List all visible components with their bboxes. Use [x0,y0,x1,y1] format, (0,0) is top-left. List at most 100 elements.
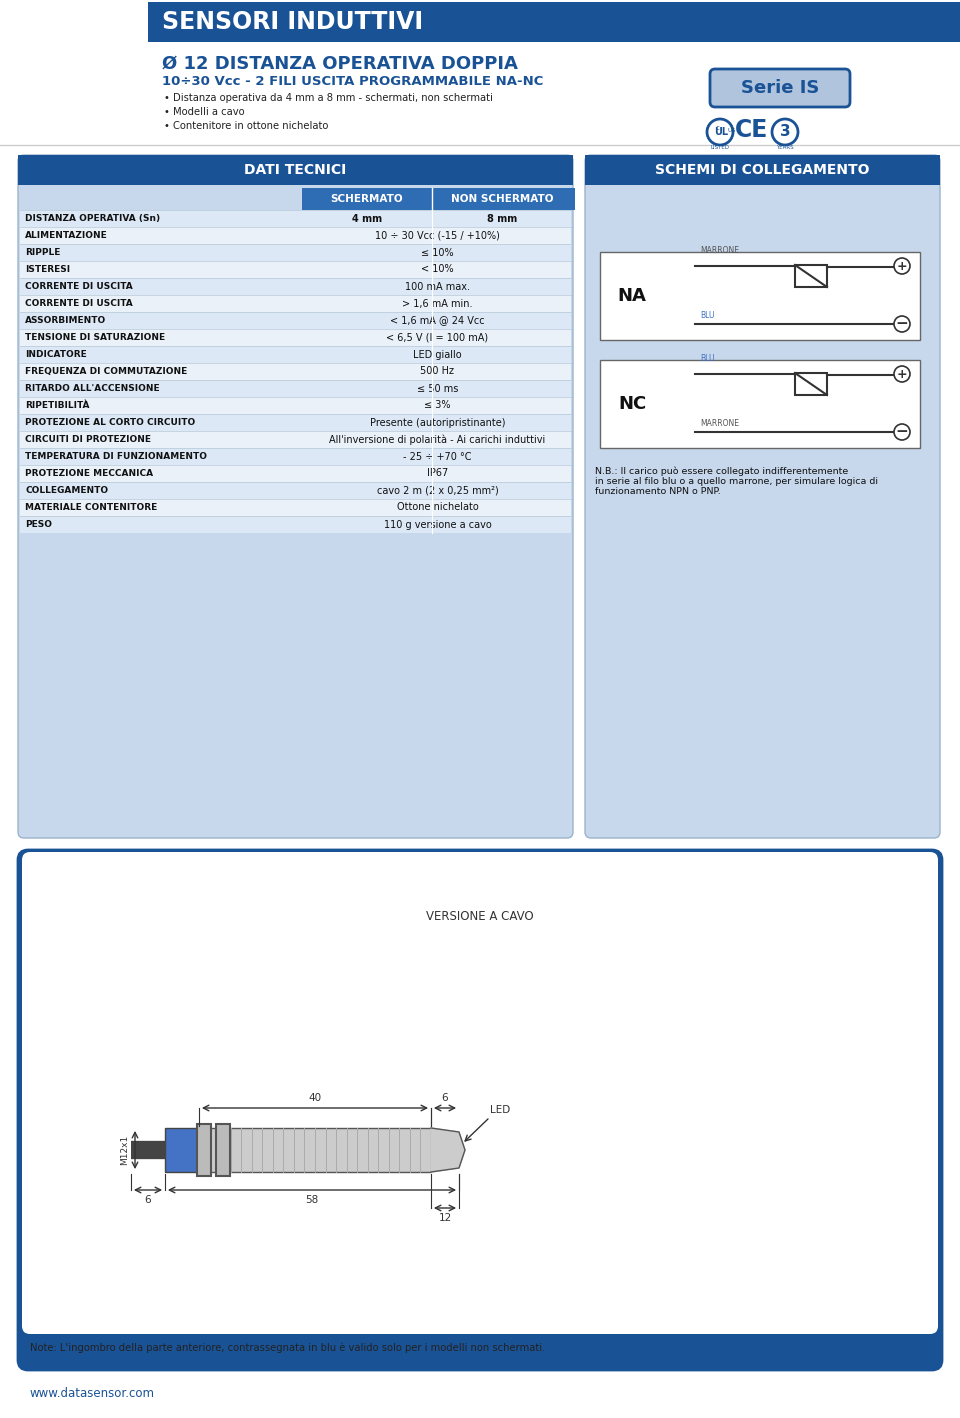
Text: 6: 6 [145,1195,152,1205]
Text: M12x1: M12x1 [120,1134,129,1166]
Text: SCHEMI DI COLLEGAMENTO: SCHEMI DI COLLEGAMENTO [656,163,870,177]
Bar [20,261,571,278]
Bar [585,155,940,184]
Text: US: US [728,128,736,132]
Bar [20,448,571,465]
Bar [148,1,960,43]
Text: ≤ 3%: ≤ 3% [424,400,451,410]
Bar [199,1127,431,1173]
Text: > 1,6 mA min.: > 1,6 mA min. [402,299,472,309]
Text: cavo 2 m (2 x 0,25 mm²): cavo 2 m (2 x 0,25 mm²) [376,485,498,495]
Text: IP67: IP67 [427,468,448,478]
Text: PESO: PESO [25,520,52,529]
Text: DATI TECNICI: DATI TECNICI [245,163,347,177]
Text: −: − [896,424,908,440]
Bar [302,189,575,210]
Text: < 6,5 V (I = 100 mA): < 6,5 V (I = 100 mA) [387,332,489,343]
Text: DIMENSIONI (mm): DIMENSIONI (mm) [402,861,558,875]
Text: Note: L'ingombro della parte anteriore, contrassegnata in blu è valido solo per : Note: L'ingombro della parte anteriore, … [30,1343,545,1353]
Text: 12: 12 [439,1212,451,1222]
Text: PROTEZIONE MECCANICA: PROTEZIONE MECCANICA [25,469,154,478]
Bar [600,252,920,340]
Text: 100 mA max.: 100 mA max. [405,282,470,292]
Text: BLU: BLU [700,311,714,320]
Bar [20,295,571,312]
Text: < 10%: < 10% [421,265,454,275]
Text: BLU: BLU [700,354,714,363]
Bar [20,278,571,295]
Bar [20,516,571,533]
Text: < 1,6 mA @ 24 Vcc: < 1,6 mA @ 24 Vcc [390,315,485,326]
Text: SCHERMATO: SCHERMATO [330,194,403,204]
Text: CIRCUITI DI PROTEZIONE: CIRCUITI DI PROTEZIONE [25,435,151,444]
Text: Serie IS: Serie IS [741,79,819,96]
Text: ISTERESI: ISTERESI [25,265,70,274]
Text: RIPPLE: RIPPLE [25,248,60,257]
Text: c: c [716,125,720,130]
Bar [20,312,571,329]
Bar [18,155,573,184]
Text: 6: 6 [442,1093,448,1103]
Bar [20,380,571,397]
Circle shape [894,258,910,274]
Text: LED giallo: LED giallo [413,349,462,360]
Text: SENSORI INDUTTIVI: SENSORI INDUTTIVI [162,10,423,34]
Text: MARRONE: MARRONE [700,418,739,428]
Circle shape [894,366,910,381]
Text: YEARS: YEARS [777,145,794,150]
Bar [20,210,571,227]
Bar [20,346,571,363]
FancyBboxPatch shape [710,69,850,106]
Bar [795,265,827,286]
Bar [20,397,571,414]
Bar [165,1127,199,1173]
Text: 58: 58 [305,1195,319,1205]
Text: +: + [897,367,907,380]
Bar [20,244,571,261]
Text: 500 Hz: 500 Hz [420,366,454,377]
Bar [216,1124,230,1176]
Text: UL: UL [714,128,728,138]
Circle shape [894,424,910,440]
Text: ≤ 10%: ≤ 10% [421,248,454,258]
Text: INDICATORE: INDICATORE [25,350,86,359]
Bar [20,227,571,244]
Text: 8 mm: 8 mm [488,214,517,224]
Text: +: + [897,259,907,272]
Text: 4 mm: 4 mm [352,214,382,224]
Text: - 25 ÷ +70 °C: - 25 ÷ +70 °C [403,451,471,461]
Text: MATERIALE CONTENITORE: MATERIALE CONTENITORE [25,503,157,512]
Text: CORRENTE DI USCITA: CORRENTE DI USCITA [25,282,132,291]
Text: NA: NA [617,286,646,305]
Text: 10÷30 Vcc - 2 FILI USCITA PROGRAMMABILE NA-NC: 10÷30 Vcc - 2 FILI USCITA PROGRAMMABILE … [162,75,543,88]
Circle shape [894,316,910,332]
Text: −: − [896,316,908,332]
Bar [20,499,571,516]
Bar [20,414,571,431]
Bar [600,360,920,448]
Text: PROTEZIONE AL CORTO CIRCUITO: PROTEZIONE AL CORTO CIRCUITO [25,418,195,427]
Text: VERSIONE A CAVO: VERSIONE A CAVO [426,910,534,923]
Text: Ottone nichelato: Ottone nichelato [396,502,478,512]
Text: 10 ÷ 30 Vcc (-15 / +10%): 10 ÷ 30 Vcc (-15 / +10%) [375,231,500,241]
Text: 3: 3 [780,123,790,139]
Text: CE: CE [735,118,769,142]
Text: TEMPERATURA DI FUNZIONAMENTO: TEMPERATURA DI FUNZIONAMENTO [25,452,207,461]
Text: RITARDO ALL'ACCENSIONE: RITARDO ALL'ACCENSIONE [25,384,159,393]
Text: LED: LED [490,1105,511,1115]
Text: LISTED: LISTED [710,145,730,150]
Text: NON SCHERMATO: NON SCHERMATO [451,194,554,204]
Bar [20,363,571,380]
Text: • Contenitore in ottone nichelato: • Contenitore in ottone nichelato [164,121,328,130]
Bar [148,43,960,145]
Text: FREQUENZA DI COMMUTAZIONE: FREQUENZA DI COMMUTAZIONE [25,367,187,376]
Text: All'inversione di polarità - Ai carichi induttivi: All'inversione di polarità - Ai carichi … [329,434,545,445]
Text: MARRONE: MARRONE [700,245,739,255]
Bar [0,0,148,145]
Text: CORRENTE DI USCITA: CORRENTE DI USCITA [25,299,132,308]
Text: N.B.: Il carico può essere collegato indifferentemente
in serie al filo blu o a : N.B.: Il carico può essere collegato ind… [595,467,878,496]
Polygon shape [431,1127,465,1173]
Text: NC: NC [618,396,646,413]
Text: www.datasensor.com: www.datasensor.com [30,1387,155,1400]
Text: 40: 40 [308,1093,322,1103]
